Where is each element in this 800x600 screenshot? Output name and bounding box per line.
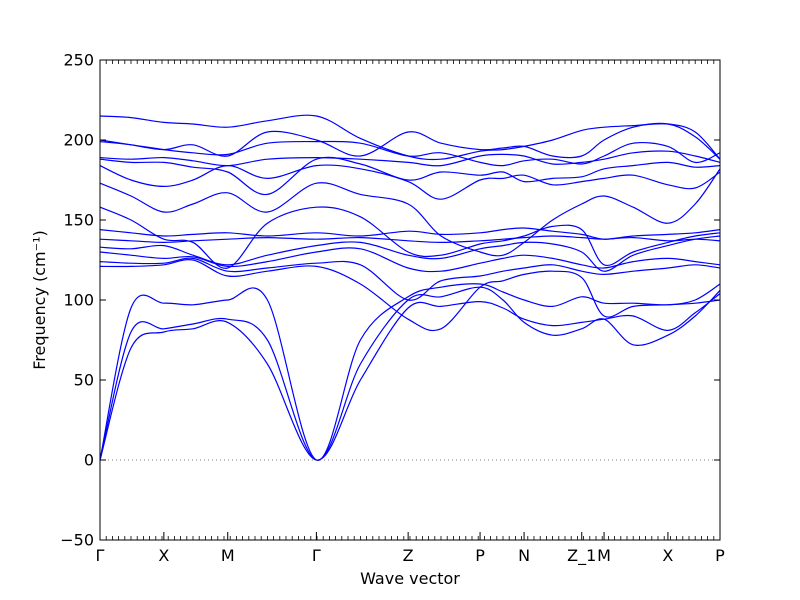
band-17 [99, 114, 721, 161]
x-tick-label: Γ [96, 546, 105, 565]
band-2 [99, 286, 721, 461]
band-8 [99, 235, 721, 244]
band-15 [99, 140, 721, 167]
band-12 [99, 164, 721, 200]
y-tick-label: −50 [60, 531, 94, 550]
y-axis-label: Frequency (cm⁻¹) [30, 230, 49, 369]
x-tick-label: Γ [312, 546, 321, 565]
band-16 [99, 122, 721, 160]
x-tick-label: N [518, 546, 530, 565]
x-tick-label: P [475, 546, 485, 565]
band-9 [99, 227, 721, 240]
x-tick-label: X [662, 546, 673, 565]
x-tick-label: M [221, 546, 235, 565]
band-10 [99, 206, 721, 269]
band-5 [99, 257, 721, 301]
band-4 [99, 259, 721, 332]
band-lines [99, 114, 721, 461]
y-tick-label: 50 [74, 371, 94, 390]
x-axis-label: Wave vector [360, 569, 460, 588]
x-tick-label: Z_1 [567, 546, 596, 566]
x-axis-ticks: Γ X M Γ Z P N Z_1 M X P [96, 60, 725, 566]
y-tick-label: 200 [63, 131, 94, 150]
x-tick-label: P [715, 546, 725, 565]
band-11 [99, 168, 721, 257]
band-1 [99, 293, 721, 461]
y-tick-label: 250 [63, 51, 94, 70]
band-7 [99, 235, 721, 272]
y-tick-label: 0 [84, 451, 94, 470]
band-3 [99, 283, 721, 461]
y-axis-ticks: −50 0 50 100 150 200 250 [60, 51, 720, 550]
y-tick-label: 100 [63, 291, 94, 310]
y-tick-label: 150 [63, 211, 94, 230]
x-tick-label: M [597, 546, 611, 565]
x-tick-label: Z [403, 546, 414, 565]
band-14 [99, 150, 721, 167]
band-13 [99, 156, 721, 196]
x-tick-label: X [158, 546, 169, 565]
plot-frame [99, 59, 721, 541]
band-6 [99, 247, 721, 273]
